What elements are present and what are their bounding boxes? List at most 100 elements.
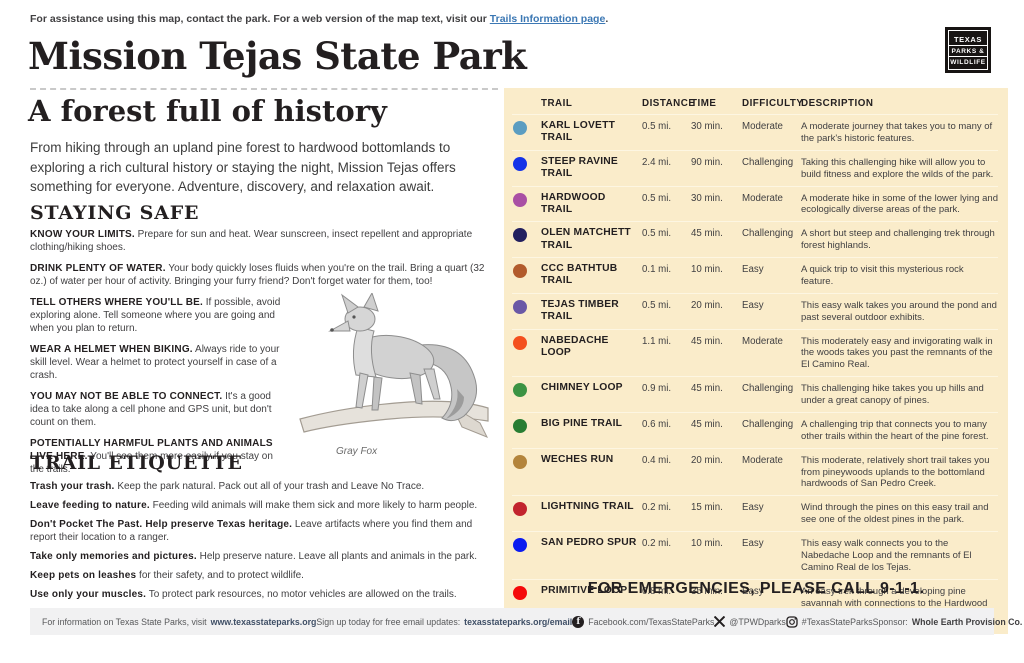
trail-name: WECHES RUN bbox=[541, 453, 614, 465]
etiquette-item-text: To protect park resources, no motor vehi… bbox=[148, 589, 457, 600]
etiquette-item: Take only memories and pictures. Help pr… bbox=[30, 550, 500, 563]
fox-caption: Gray Fox bbox=[336, 446, 378, 457]
etiquette-item-lead: Leave feeding to nature. bbox=[30, 500, 150, 511]
trail-name: CHIMNEY LOOP bbox=[541, 382, 623, 394]
trail-color-dot bbox=[513, 299, 527, 314]
trail-time: 45 min. bbox=[691, 383, 723, 395]
safety-item-lead: WEAR A HELMET WHEN BIKING. bbox=[30, 344, 193, 355]
trail-color-dot bbox=[513, 335, 527, 350]
trail-color-dot bbox=[513, 454, 527, 469]
trail-difficulty: Easy bbox=[742, 264, 764, 275]
trail-time: 30 min. bbox=[691, 121, 723, 132]
trail-description: Taking this challenging hike will allow … bbox=[801, 156, 994, 180]
etiquette-item-lead: Take only memories and pictures. bbox=[30, 551, 197, 562]
header-description: DESCRIPTION bbox=[801, 98, 874, 109]
trail-etiquette-list: Trash your trash. Keep the park natural.… bbox=[30, 480, 500, 607]
trail-color-dot bbox=[513, 156, 527, 171]
gray-fox-illustration: Gray Fox bbox=[292, 291, 496, 457]
trail-distance: 1.1 mi. bbox=[642, 335, 672, 347]
safety-item-text: You'll see them more easily if you stay … bbox=[30, 451, 273, 475]
trail-difficulty: Challenging bbox=[742, 418, 794, 430]
trail-name: PRIMITIVE LOOP bbox=[541, 584, 628, 596]
etiquette-item-text: Help preserve nature. Leave all plants a… bbox=[199, 551, 477, 562]
trail-difficulty: Moderate bbox=[742, 335, 783, 347]
trail-time: 45 min. bbox=[691, 418, 723, 430]
footer-facebook[interactable]: f Facebook.com/TexasStateParks bbox=[572, 615, 714, 628]
etiquette-item: Keep pets on leashes for their safety, a… bbox=[30, 569, 500, 582]
trail-table-body: KARL LOVETT TRAIL 0.5 mi. 30 min. Modera… bbox=[512, 114, 998, 626]
trail-distance: 0.8 mi. bbox=[642, 585, 672, 597]
header-time: TIME bbox=[691, 98, 717, 109]
trail-difficulty: Moderate bbox=[742, 121, 783, 132]
trail-difficulty: Challenging bbox=[742, 228, 794, 240]
trail-color-dot bbox=[513, 585, 527, 600]
trail-color-dot bbox=[513, 538, 527, 552]
trail-description: A moderate journey that takes you to man… bbox=[801, 121, 993, 144]
safety-item: POTENTIALLY HARMFUL PLANTS AND ANIMALS L… bbox=[30, 437, 284, 476]
intro-paragraph: From hiking through an upland pine fores… bbox=[30, 140, 456, 195]
safety-item-lead: DRINK PLENTY OF WATER. bbox=[30, 263, 166, 274]
trail-name: BIG PINE TRAIL bbox=[541, 417, 623, 429]
trail-color-dot bbox=[513, 502, 527, 517]
trail-difficulty: Challenging bbox=[742, 156, 794, 168]
trail-description: This easy walk connects you to the Nabed… bbox=[801, 538, 972, 573]
trail-color-dot bbox=[513, 264, 527, 278]
trail-name: LIGHTNING TRAIL bbox=[541, 501, 634, 513]
trail-name: OLEN MATCHETT TRAIL bbox=[541, 227, 631, 251]
page-subtitle: A forest full of history bbox=[28, 94, 387, 128]
trail-distance: 0.2 mi. bbox=[642, 502, 672, 514]
trail-table: TRAIL DISTANCE TIME DIFFICULTY DESCRIPTI… bbox=[504, 88, 1008, 635]
etiquette-item-lead: Trash your trash. bbox=[30, 481, 115, 492]
trail-row: NABEDACHE LOOP 1.1 mi. 45 min. Moderate … bbox=[512, 328, 998, 377]
trail-row: OLEN MATCHETT TRAIL 0.5 mi. 45 min. Chal… bbox=[512, 221, 998, 257]
etiquette-item: Use only your muscles. To protect park r… bbox=[30, 588, 500, 601]
assistance-note-text: For assistance using this map, contact t… bbox=[30, 13, 490, 25]
trail-row: LIGHTNING TRAIL 0.2 mi. 15 min. Easy Win… bbox=[512, 495, 998, 531]
footer-bar: For information on Texas State Parks, vi… bbox=[30, 608, 1022, 635]
trail-name: TEJAS TIMBER TRAIL bbox=[541, 298, 619, 323]
trail-description: This moderate, relatively short trail ta… bbox=[801, 454, 990, 490]
trail-time: 45 min. bbox=[691, 335, 723, 347]
footer-instagram[interactable]: #TexasStateParks bbox=[786, 615, 873, 628]
trail-name: NABEDACHE LOOP bbox=[541, 334, 609, 358]
dashed-divider bbox=[30, 88, 498, 90]
trail-row: STEEP RAVINE TRAIL 2.4 mi. 90 min. Chall… bbox=[512, 149, 998, 186]
safety-item-lead: TELL OTHERS WHERE YOU'LL BE. bbox=[30, 297, 203, 308]
trails-information-link[interactable]: Trails Information page bbox=[489, 13, 606, 25]
etiquette-item-lead: Don't Pocket The Past. Help preserve Tex… bbox=[30, 519, 293, 530]
trail-table-header-row: TRAIL DISTANCE TIME DIFFICULTY DESCRIPTI… bbox=[512, 94, 998, 114]
trail-time: 15 min. bbox=[691, 502, 723, 514]
safety-item-text: If possible, avoid exploring alone. Tell… bbox=[30, 297, 281, 334]
trail-description: This easy walk takes you around the pond… bbox=[801, 299, 997, 323]
texasstateparks-link[interactable]: www.texasstateparks.org bbox=[210, 616, 317, 627]
trail-difficulty: Moderate bbox=[742, 454, 783, 466]
assistance-note: For assistance using this map, contact t… bbox=[30, 13, 609, 25]
trail-time: 10 min. bbox=[691, 264, 723, 275]
tpwd-logo-line-3: WILDLIFE bbox=[950, 58, 986, 66]
safety-item: YOU MAY NOT BE ABLE TO CONNECT. It's a g… bbox=[30, 390, 284, 429]
tpwd-logo: TEXAS PARKS & WILDLIFE bbox=[945, 27, 991, 73]
trail-color-dot bbox=[513, 383, 527, 398]
footer-sponsor: Sponsor: Whole Earth Provision Co. bbox=[872, 616, 1023, 627]
header-trail: TRAIL bbox=[541, 98, 573, 109]
trail-color-dot bbox=[513, 228, 527, 243]
footer-twitter[interactable]: @TPWDparks bbox=[714, 616, 786, 627]
trail-row: KARL LOVETT TRAIL 0.5 mi. 30 min. Modera… bbox=[512, 114, 998, 150]
email-updates-link[interactable]: texasstateparks.org/email bbox=[464, 616, 573, 627]
page-title: Mission Tejas State Park bbox=[28, 34, 527, 78]
trail-color-dot bbox=[513, 192, 527, 207]
safety-item-text: Always ride to your skill level. Wear a … bbox=[30, 344, 280, 381]
trail-description: A moderate hike in some of the lower lyi… bbox=[801, 192, 998, 216]
etiquette-item-lead: Use only your muscles. bbox=[30, 589, 147, 600]
trail-distance: 0.6 mi. bbox=[642, 418, 672, 430]
tpwd-logo-line-1: TEXAS bbox=[949, 33, 987, 46]
etiquette-item-text: Feeding wild animals will make them sick… bbox=[152, 500, 478, 511]
safety-item: DRINK PLENTY OF WATER. Your body quickly… bbox=[30, 262, 492, 288]
footer-info: For information on Texas State Parks, vi… bbox=[42, 616, 317, 627]
etiquette-item-text: for their safety, and to protect wildlif… bbox=[139, 570, 304, 581]
safety-item-text: Prepare for sun and heat. Wear sunscreen… bbox=[30, 229, 473, 253]
safety-item: WEAR A HELMET WHEN BIKING. Always ride t… bbox=[30, 343, 284, 382]
etiquette-item-lead: Keep pets on leashes bbox=[30, 570, 137, 581]
trail-etiquette-heading: TRAIL ETIQUETTE bbox=[30, 452, 243, 474]
tpwd-logo-line-2: PARKS & bbox=[949, 46, 987, 57]
